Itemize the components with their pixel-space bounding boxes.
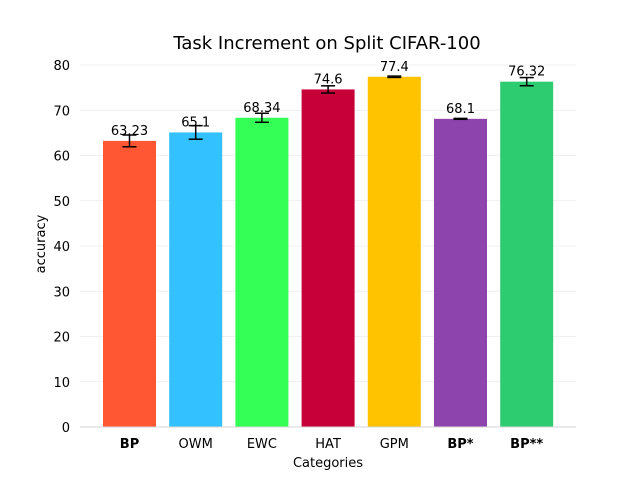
bar — [301, 89, 355, 427]
bar — [169, 132, 223, 428]
x-axis-label: Categories — [293, 456, 363, 471]
y-tick-label: 20 — [53, 331, 70, 346]
x-tick-label: HAT — [315, 437, 341, 452]
bar — [367, 76, 421, 427]
x-axis: BP OWM EWC HAT GPM BP* BP** — [120, 437, 544, 452]
y-tick-label: 40 — [53, 240, 70, 255]
y-tick-label: 10 — [53, 376, 70, 391]
y-axis-label: accuracy — [34, 214, 49, 273]
bars: 63.23 65.1 68.34 74.6 77.4 68.1 76.32 — [103, 60, 554, 428]
x-tick-label: GPM — [380, 437, 409, 452]
x-tick-label: EWC — [247, 437, 277, 452]
data-label: 65.1 — [181, 115, 210, 130]
y-tick-label: 60 — [53, 150, 70, 165]
bar — [434, 118, 487, 427]
data-label: 77.4 — [380, 60, 409, 75]
x-tick-label: BP — [120, 437, 139, 452]
data-label: 68.34 — [243, 101, 280, 116]
y-tick-label: 70 — [53, 104, 70, 119]
data-label: 76.32 — [508, 65, 545, 80]
x-tick-label: OWM — [179, 437, 213, 452]
bar — [103, 140, 156, 427]
bar — [235, 117, 289, 427]
bar — [500, 81, 554, 427]
chart-title: Task Increment on Split CIFAR-100 — [172, 33, 480, 54]
x-tick-label: BP** — [510, 437, 543, 452]
data-label: 63.23 — [111, 124, 148, 139]
y-tick-label: 50 — [53, 195, 70, 210]
y-tick-label: 0 — [62, 421, 70, 436]
data-label: 74.6 — [314, 72, 343, 87]
y-tick-label: 80 — [53, 59, 70, 74]
data-label: 68.1 — [446, 102, 475, 117]
y-axis: 0 10 20 30 40 50 60 70 80 — [53, 59, 70, 436]
x-tick-label: BP* — [447, 437, 473, 452]
y-tick-label: 30 — [53, 285, 70, 300]
